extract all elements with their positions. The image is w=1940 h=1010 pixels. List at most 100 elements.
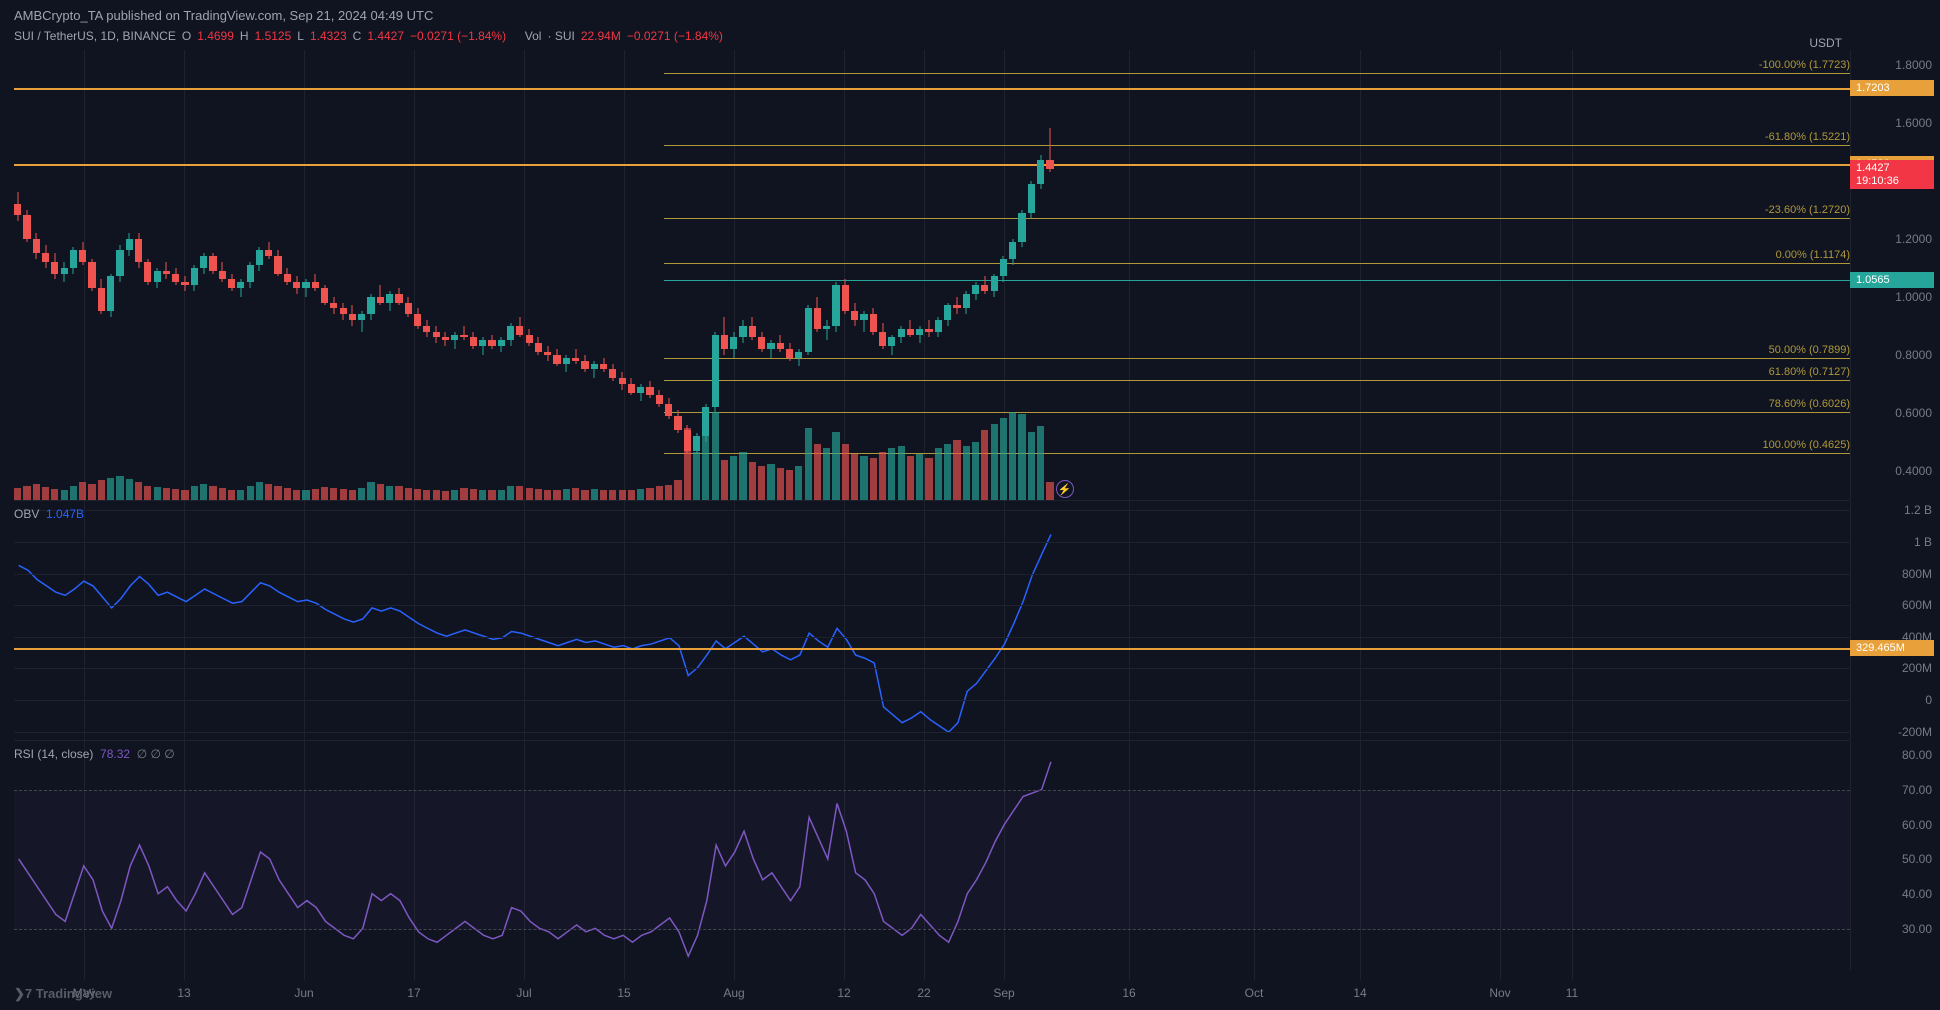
volume-bar bbox=[367, 482, 374, 500]
y-tick: -200M bbox=[1898, 725, 1932, 739]
volume-bar bbox=[526, 488, 533, 500]
volume-bar bbox=[256, 482, 263, 500]
volume-bar bbox=[237, 490, 244, 500]
price-tag: 1.0565 bbox=[1850, 272, 1934, 288]
volume-bar bbox=[795, 466, 802, 500]
grid-horizontal bbox=[14, 732, 1850, 733]
rsi-line bbox=[14, 741, 1850, 970]
obv-orange-line bbox=[14, 648, 1850, 650]
volume-bar bbox=[191, 486, 198, 500]
fib-label: -100.00% (1.7723) bbox=[1759, 59, 1850, 73]
obv-line bbox=[14, 501, 1850, 740]
volume-bar bbox=[126, 479, 133, 500]
volume-bar bbox=[154, 487, 161, 500]
volume-bar bbox=[14, 488, 21, 500]
y-tick: 40.00 bbox=[1902, 887, 1932, 901]
volume-bar bbox=[981, 430, 988, 500]
volume-bar bbox=[507, 486, 514, 500]
volume-bar bbox=[321, 487, 328, 500]
volume-bar bbox=[312, 489, 319, 500]
volume-bar bbox=[739, 452, 746, 500]
volume-bar bbox=[358, 488, 365, 500]
volume-bar bbox=[702, 420, 709, 500]
y-tick: 0.8000 bbox=[1895, 348, 1932, 362]
volume-bar bbox=[200, 484, 207, 500]
x-tick: 13 bbox=[177, 986, 190, 1000]
volume-bar bbox=[1009, 412, 1016, 500]
volume-bar bbox=[758, 466, 765, 500]
fib-label: 100.00% (0.4625) bbox=[1763, 439, 1850, 453]
change-value: −0.0271 (−1.84%) bbox=[410, 29, 506, 43]
obv-price-tag: 329.465M bbox=[1850, 640, 1934, 656]
volume-bar bbox=[572, 488, 579, 500]
flash-icon[interactable]: ⚡ bbox=[1056, 480, 1074, 498]
volume-bar bbox=[925, 458, 932, 500]
volume-bar bbox=[749, 462, 756, 500]
x-tick: 22 bbox=[917, 986, 930, 1000]
volume-bar bbox=[637, 489, 644, 500]
volume-bar bbox=[377, 484, 384, 500]
volume-bar bbox=[767, 464, 774, 500]
rsi-panel[interactable]: RSI (14, close) 78.32 ∅ ∅ ∅ 80.0070.0060… bbox=[14, 740, 1850, 970]
volume-bar bbox=[898, 446, 905, 500]
volume-bar bbox=[163, 488, 170, 500]
vol-value: 22.94M bbox=[581, 29, 621, 43]
symbol-info-row: SUI / TetherUS, 1D, BINANCE O1.4699 H1.5… bbox=[14, 29, 1932, 43]
fib-line bbox=[664, 263, 1850, 264]
rsi-label: RSI (14, close) 78.32 ∅ ∅ ∅ bbox=[14, 747, 175, 761]
volume-bar bbox=[814, 444, 821, 500]
volume-bar bbox=[991, 424, 998, 500]
volume-bar bbox=[646, 488, 653, 500]
high-value: 1.5125 bbox=[255, 29, 292, 43]
grid-horizontal bbox=[14, 700, 1850, 701]
volume-bar bbox=[33, 484, 40, 500]
grid-horizontal bbox=[14, 510, 1850, 511]
volume-bar bbox=[79, 482, 86, 500]
volume-bar bbox=[293, 490, 300, 500]
x-tick: Sep bbox=[993, 986, 1014, 1000]
high-label: H bbox=[240, 29, 249, 43]
y-tick: 1 B bbox=[1914, 535, 1932, 549]
chart-area[interactable]: USDT 1.80001.60001.40001.20001.00000.800… bbox=[14, 50, 1850, 980]
fib-label: 78.60% (0.6026) bbox=[1769, 398, 1850, 412]
volume-bar bbox=[274, 486, 281, 500]
volume-bar bbox=[935, 448, 942, 500]
volume-bar bbox=[135, 482, 142, 500]
price-panel[interactable]: USDT 1.80001.60001.40001.20001.00000.800… bbox=[14, 50, 1850, 500]
fib-line bbox=[664, 412, 1850, 413]
volume-bar bbox=[1046, 482, 1053, 500]
open-value: 1.4699 bbox=[197, 29, 234, 43]
volume-bar bbox=[953, 440, 960, 500]
volume-bar bbox=[619, 490, 626, 500]
volume-bar bbox=[23, 486, 30, 500]
volume-bar bbox=[1000, 418, 1007, 500]
volume-bar bbox=[144, 486, 151, 500]
y-tick: 1.2000 bbox=[1895, 232, 1932, 246]
volume-bar bbox=[172, 489, 179, 500]
volume-bar bbox=[423, 490, 430, 500]
volume-bar bbox=[219, 488, 226, 500]
price-tag: 1.7203 bbox=[1850, 80, 1934, 96]
volume-bar bbox=[181, 490, 188, 500]
volume-bar bbox=[42, 487, 49, 500]
volume-bar bbox=[674, 480, 681, 500]
volume-bar bbox=[944, 444, 951, 500]
volume-bar bbox=[451, 490, 458, 500]
low-value: 1.4323 bbox=[310, 29, 347, 43]
rsi-band bbox=[14, 929, 1850, 930]
volume-bar bbox=[712, 412, 719, 500]
x-tick: 15 bbox=[617, 986, 630, 1000]
x-tick: Oct bbox=[1245, 986, 1264, 1000]
y-tick: 0.4000 bbox=[1895, 464, 1932, 478]
grid-horizontal bbox=[14, 542, 1850, 543]
volume-bar bbox=[907, 456, 914, 500]
volume-bar bbox=[405, 488, 412, 500]
volume-bar bbox=[851, 454, 858, 500]
volume-bar bbox=[684, 428, 691, 500]
y-tick: 50.00 bbox=[1902, 852, 1932, 866]
obv-panel[interactable]: OBV 1.047B 1.2 B1 B800M600M400M200M0-200… bbox=[14, 500, 1850, 740]
y-tick: 0.6000 bbox=[1895, 406, 1932, 420]
y-tick: 30.00 bbox=[1902, 922, 1932, 936]
y-axis-title: USDT bbox=[1809, 36, 1842, 50]
volume-bar bbox=[535, 489, 542, 500]
